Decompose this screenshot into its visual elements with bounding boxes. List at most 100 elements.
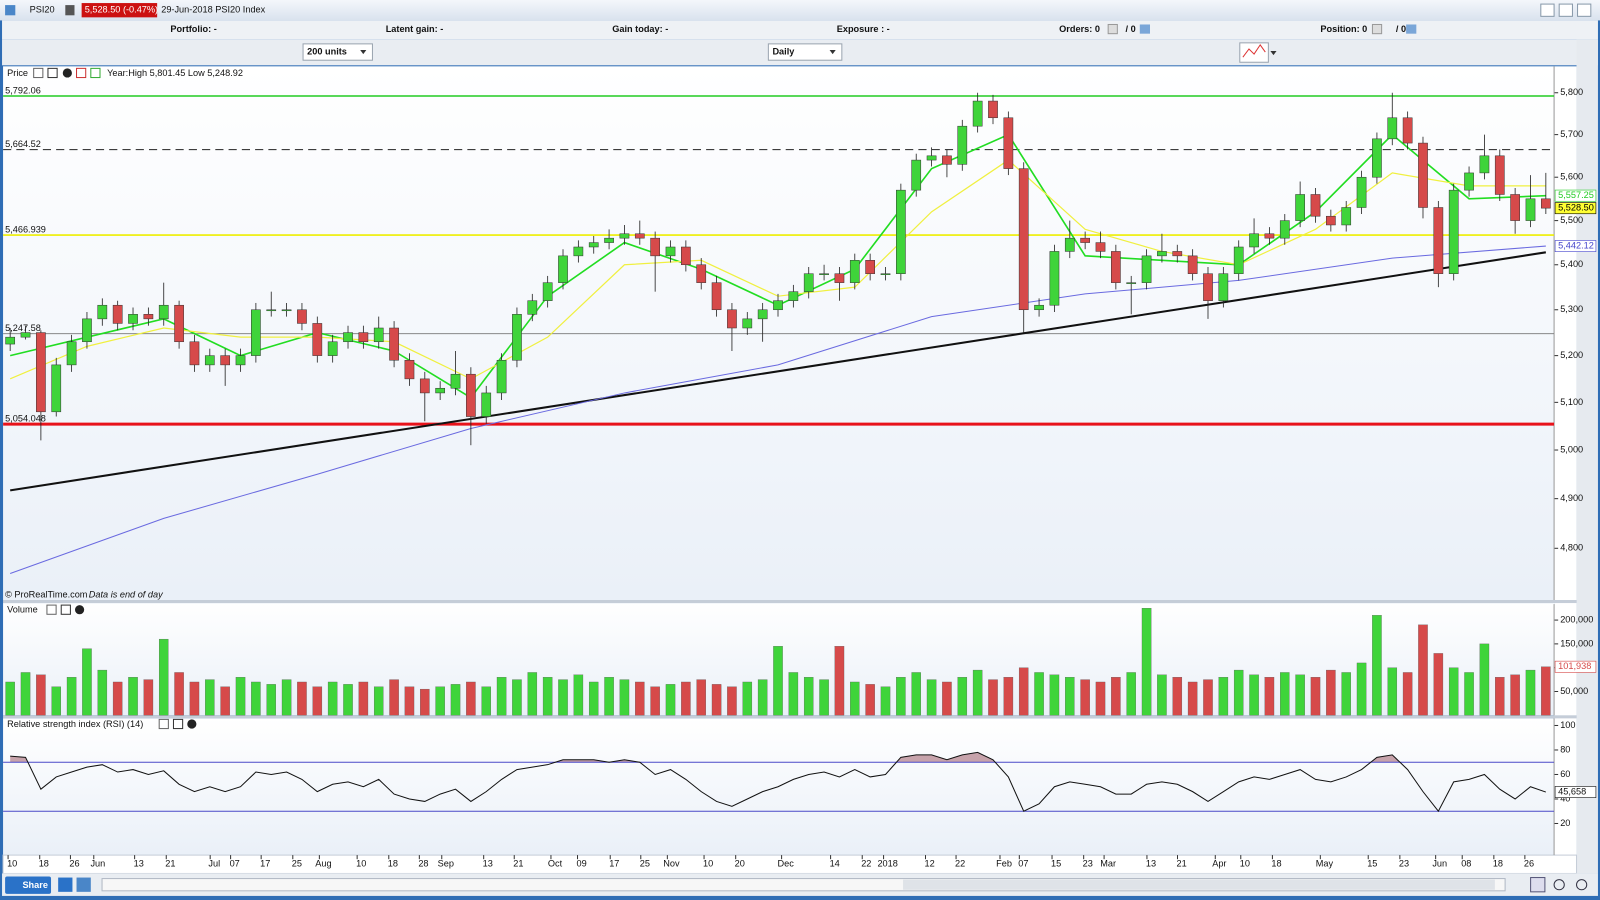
window-button[interactable]	[1577, 3, 1592, 17]
x-tick-label: Aug	[315, 859, 331, 869]
volume-bar	[20, 672, 31, 716]
zoom-in[interactable]	[1576, 879, 1588, 891]
settings-icon[interactable]	[33, 67, 44, 79]
candle-body	[558, 255, 568, 283]
window-button[interactable]	[1558, 3, 1573, 17]
period[interactable]: Daily	[772, 46, 795, 56]
candle-body	[312, 323, 323, 356]
volume-bar	[819, 679, 829, 716]
volume-bar	[220, 686, 230, 716]
pane-separator	[3, 715, 1577, 719]
volume-bar	[112, 681, 123, 716]
exposure: Exposure : -	[837, 24, 890, 34]
close-icon[interactable]	[187, 719, 197, 729]
zoom-out[interactable]	[1553, 879, 1565, 891]
position-link[interactable]	[1406, 24, 1417, 34]
orders-icon[interactable]	[1107, 23, 1118, 35]
candle-body	[926, 155, 937, 161]
quantity-select[interactable]	[302, 43, 373, 61]
volume-bar	[1372, 615, 1382, 716]
zoom-button[interactable]	[1530, 877, 1546, 893]
window-icon[interactable]	[172, 718, 184, 730]
x-tick-label: 18	[1271, 859, 1281, 869]
close-icon[interactable]	[62, 68, 72, 78]
volume-bar	[174, 672, 184, 716]
window-icon[interactable]	[60, 604, 71, 615]
volume-bar	[1080, 679, 1090, 716]
volume-bar	[266, 684, 276, 716]
volume-bar	[1003, 677, 1014, 716]
share-label[interactable]: Share	[22, 880, 47, 890]
orders-link[interactable]	[1139, 24, 1150, 34]
x-tick-label: Apr	[1212, 859, 1226, 869]
volume-bar	[1280, 672, 1290, 716]
x-tick-label: 08	[1461, 859, 1471, 869]
candle-body	[865, 260, 875, 274]
candle-body	[1494, 155, 1505, 195]
symbol[interactable]: PSI20	[30, 5, 55, 15]
x-tick-label: 21	[165, 859, 175, 869]
volume-bar	[527, 672, 538, 716]
candle-body	[1295, 194, 1305, 221]
share-button[interactable]	[5, 876, 52, 894]
volume-bar	[1341, 672, 1351, 716]
description: 29-Jun-2018 PSI20 Index	[161, 5, 265, 15]
volume-bar	[1249, 674, 1259, 716]
app-icon[interactable]	[5, 5, 16, 16]
trendline	[10, 251, 1547, 492]
candle-body	[942, 155, 952, 165]
last-value-box	[1554, 660, 1597, 673]
window-button[interactable]	[1540, 3, 1555, 17]
position-icon[interactable]	[1371, 23, 1383, 35]
up-icon[interactable]	[90, 67, 101, 79]
y-tick-label: 20	[1560, 818, 1570, 828]
quantity[interactable]: 200 units	[307, 46, 347, 56]
period-select[interactable]	[767, 43, 843, 61]
dropdown-arrow	[1270, 51, 1277, 56]
x-tick-label: Sep	[438, 859, 454, 869]
x-tick-label: 13	[1146, 859, 1156, 869]
info-icon[interactable]	[65, 5, 75, 16]
candle-body	[496, 359, 507, 394]
volume-bar	[5, 681, 15, 716]
y-tick-label: 5,000	[1560, 444, 1583, 454]
window-icon[interactable]	[47, 67, 58, 79]
candle-body	[542, 282, 553, 301]
y-tick-label: 5,100	[1560, 397, 1583, 407]
candle-body	[97, 304, 108, 320]
volume-bar	[51, 686, 61, 716]
chart-style-button[interactable]	[1239, 42, 1269, 63]
x-tick-label: 18	[388, 859, 398, 869]
volume-bar	[1541, 666, 1551, 716]
toolbar-icon[interactable]	[58, 877, 73, 892]
settings-icon[interactable]	[158, 718, 169, 730]
down-icon[interactable]	[76, 67, 87, 79]
volume-bar	[988, 679, 998, 716]
candle-body	[819, 273, 829, 275]
toolbar-icon[interactable]	[76, 877, 91, 892]
y-tick-label: 80	[1560, 744, 1570, 754]
volume-bar	[1433, 653, 1444, 716]
volume-bar	[850, 681, 860, 716]
gain-today: Gain today: -	[612, 24, 668, 34]
x-tick-label: May	[1316, 859, 1334, 869]
x-tick-label: 23	[1399, 859, 1409, 869]
volume-bar	[865, 684, 875, 716]
candle-body	[1464, 172, 1474, 191]
close-icon[interactable]	[75, 605, 85, 615]
volume-bar	[681, 681, 691, 716]
price-plot: 5,792.06 5,664.52 5,466.939 5,247.58 5,054.0…	[3, 85, 1555, 574]
candle-body	[1203, 273, 1213, 301]
scroll-thumb[interactable]	[903, 879, 1495, 890]
volume-bar	[36, 674, 46, 716]
volume-bar	[1095, 681, 1106, 716]
x-tick-label: 18	[39, 859, 49, 869]
volume-bar	[1264, 677, 1275, 716]
x-tick-label: Feb	[996, 859, 1012, 869]
settings-icon[interactable]	[46, 604, 57, 615]
volume-bar	[82, 648, 92, 716]
candle-body	[988, 100, 998, 119]
volume-bar	[911, 672, 921, 716]
rsi-line	[10, 751, 1547, 813]
candle-body	[880, 273, 891, 275]
